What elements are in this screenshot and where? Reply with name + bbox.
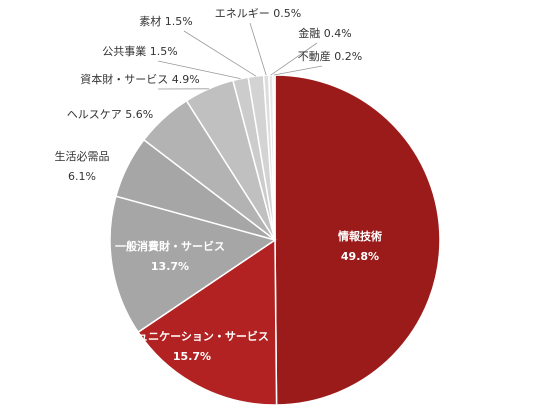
slice-label: コミュニケーション・サービス 15.7% <box>115 329 269 363</box>
slice-label: 金融 0.4% <box>298 26 351 40</box>
slice-label: エネルギー 0.5% <box>215 7 301 20</box>
slice-label: 資本財・サービス 4.9% <box>80 72 199 86</box>
slice-label: 不動産 0.2% <box>298 49 362 63</box>
leader-line <box>270 42 318 76</box>
slice-label: ヘルスケア 5.6% <box>67 108 153 121</box>
slice-label: 情報技術 49.8% <box>338 229 382 263</box>
slice-label: 公共事業 1.5% <box>102 45 177 58</box>
leader-line <box>157 60 241 80</box>
pie-slice <box>274 74 441 406</box>
slice-label: 素材 1.5% <box>139 14 192 28</box>
leader-line <box>183 30 257 77</box>
slice-label: 生活必需品 6.1% <box>55 149 110 183</box>
pie-slice <box>137 238 278 406</box>
leader-line <box>249 22 267 76</box>
pie-slice <box>109 195 277 334</box>
slice-label: 一般消費財・サービス 13.7% <box>115 239 225 273</box>
leader-line <box>273 65 323 76</box>
